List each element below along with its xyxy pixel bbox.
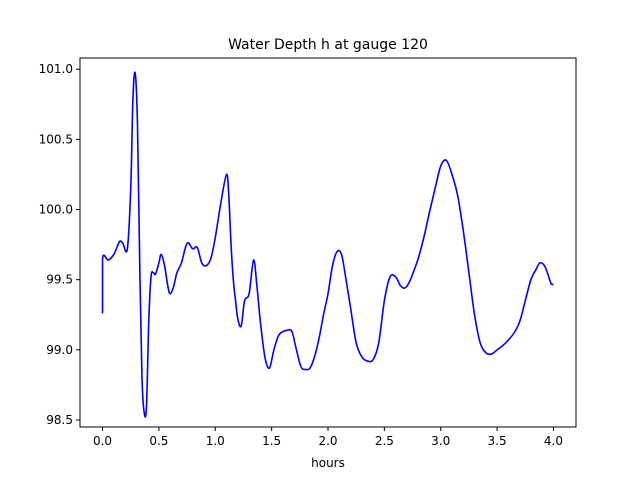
- x-tick-label: 4.0: [544, 434, 563, 448]
- x-tick-label: 1.5: [262, 434, 281, 448]
- y-axis-ticks: 98.5 99.0 99.5 100.0 100.5 101.0: [39, 62, 80, 427]
- x-tick-label: 0.0: [93, 434, 112, 448]
- plot-area: [80, 58, 576, 427]
- y-tick-label: 98.5: [46, 413, 73, 427]
- y-tick-label: 99.5: [46, 273, 73, 287]
- plot-frame: [79, 57, 577, 428]
- series-line: [101, 71, 554, 418]
- x-tick-label: 2.5: [375, 434, 394, 448]
- y-tick-label: 100.0: [39, 203, 73, 217]
- x-axis-label: hours: [311, 456, 345, 470]
- x-tick-label: 3.0: [431, 434, 450, 448]
- chart-title: Water Depth h at gauge 120: [228, 37, 428, 53]
- x-tick-label: 2.0: [318, 434, 337, 448]
- x-tick-label: 3.5: [488, 434, 507, 448]
- y-tick-label: 99.0: [46, 343, 73, 357]
- y-tick-label: 100.5: [39, 132, 73, 146]
- y-tick-label: 101.0: [39, 62, 73, 76]
- x-axis-ticks: 0.0 0.5 1.0 1.5 2.0 2.5 3.0 3.5 4.0: [93, 427, 563, 448]
- x-tick-label: 1.0: [206, 434, 225, 448]
- x-tick-label: 0.5: [149, 434, 168, 448]
